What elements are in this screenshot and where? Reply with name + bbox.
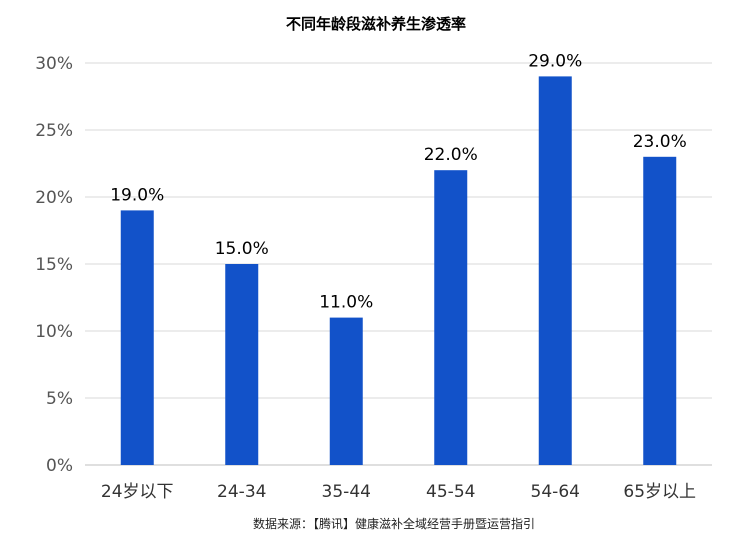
x-tick-label: 24岁以下	[101, 482, 174, 502]
data-label: 15.0%	[215, 239, 269, 259]
y-tick-label: 10%	[35, 322, 73, 342]
data-label: 22.0%	[424, 145, 478, 165]
bar-layer	[120, 76, 677, 466]
y-axis-tick-labels: 0% 5% 10% 15% 20% 25% 30%	[35, 54, 73, 476]
x-tick-label: 54-64	[531, 482, 580, 502]
x-tick-label: 24-34	[217, 482, 266, 502]
bar	[120, 210, 154, 465]
data-label: 29.0%	[528, 51, 582, 71]
y-tick-label: 15%	[35, 255, 73, 275]
x-tick-label: 35-44	[322, 482, 371, 502]
data-label-layer: 19.0% 15.0% 11.0% 22.0% 29.0% 23.0%	[110, 51, 687, 312]
y-tick-label: 5%	[46, 389, 73, 409]
data-label: 23.0%	[633, 132, 687, 152]
grid-layer	[85, 62, 712, 466]
y-tick-label: 0%	[46, 456, 73, 476]
data-label: 19.0%	[110, 185, 164, 205]
y-tick-label: 20%	[35, 188, 73, 208]
x-axis-category-labels: 24岁以下 24-34 35-44 45-54 54-64 65岁以上	[101, 482, 696, 502]
x-tick-label: 45-54	[426, 482, 475, 502]
bar	[538, 76, 572, 466]
source-note: 数据来源：【腾讯】健康滋补全域经营手册暨运营指引	[253, 516, 535, 531]
bar	[643, 156, 677, 466]
y-tick-label: 30%	[35, 54, 73, 74]
data-label: 11.0%	[319, 293, 373, 313]
x-tick-label: 65岁以上	[623, 482, 696, 502]
bar	[434, 170, 468, 465]
chart-title: 不同年龄段滋补养生渗透率	[286, 15, 466, 33]
y-tick-label: 25%	[35, 121, 73, 141]
bar	[329, 317, 363, 465]
bar	[225, 264, 259, 465]
